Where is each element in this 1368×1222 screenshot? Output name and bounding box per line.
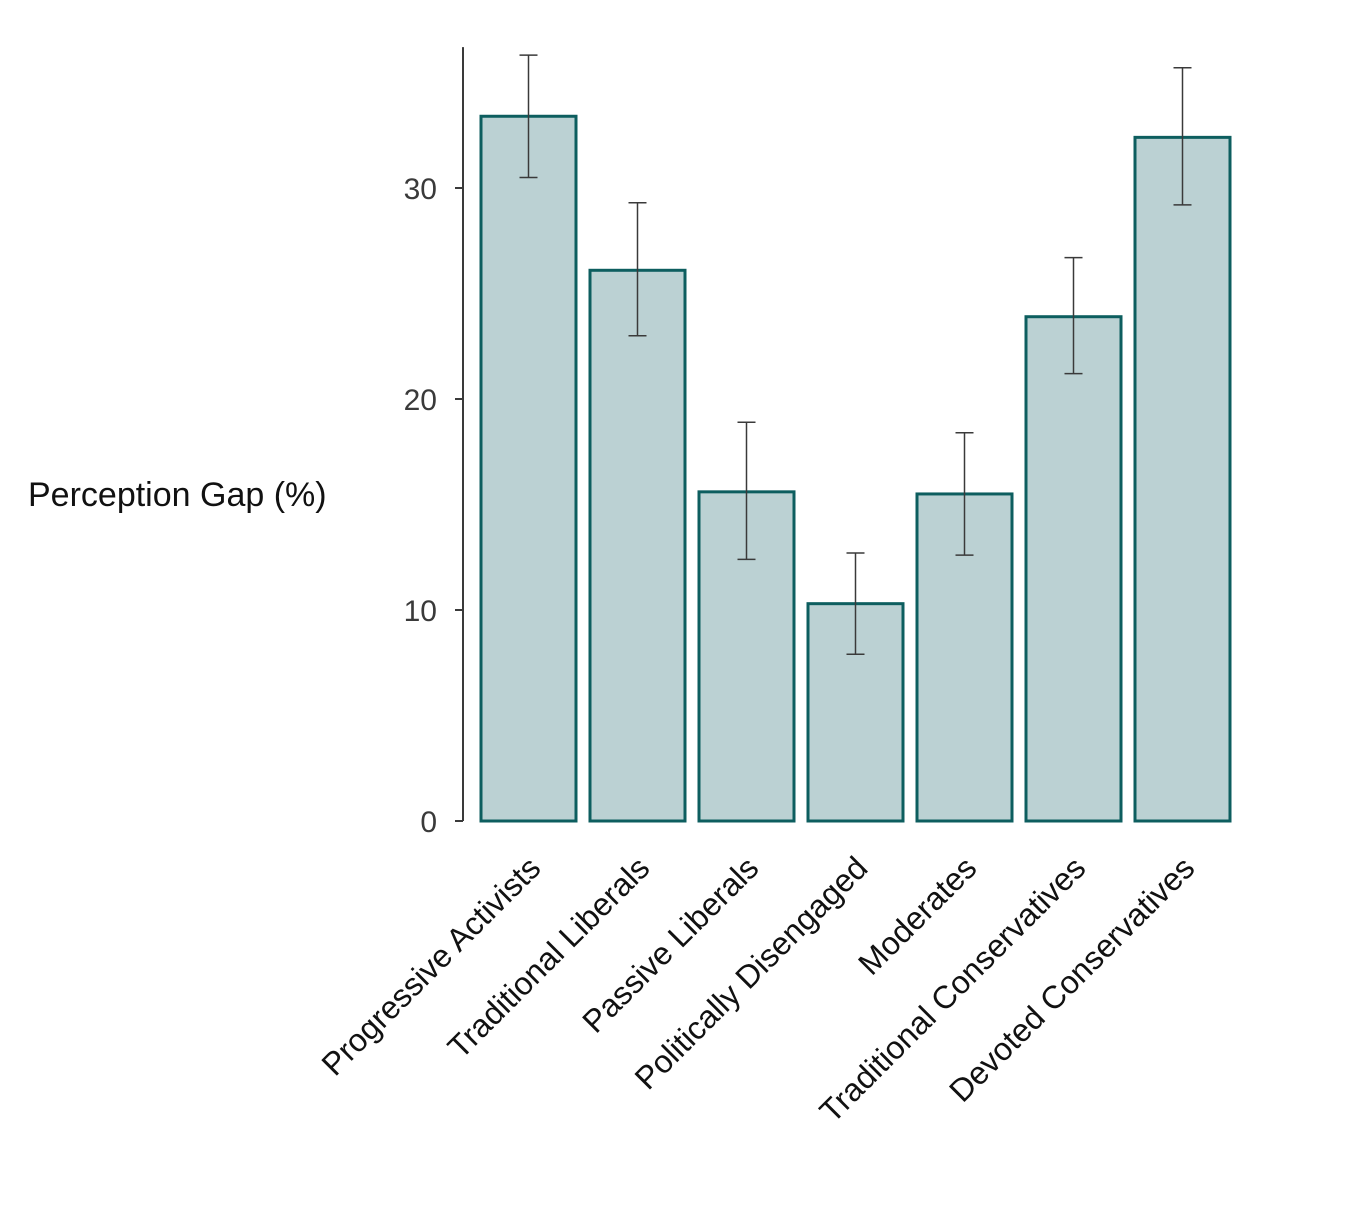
bars-group (479, 114, 1232, 823)
bar-3 (806, 602, 905, 823)
bar-1 (588, 268, 687, 823)
y-axis: 0 10 20 30 (404, 47, 464, 839)
y-tick-label-30: 30 (404, 173, 437, 206)
bar-5 (1024, 315, 1123, 823)
y-tick-label-20: 20 (404, 384, 437, 417)
x-tick-label-0: Progressive Activists (315, 849, 548, 1082)
y-axis-title: Perception Gap (%) (28, 476, 327, 514)
y-tick-label-10: 10 (404, 595, 437, 628)
x-tick-label-1: Traditional Liberals (441, 849, 657, 1065)
error-bars-group (519, 54, 1192, 656)
bar-0 (479, 114, 578, 823)
bar-6 (1133, 135, 1232, 823)
y-tick-label-0: 0 (420, 806, 437, 839)
